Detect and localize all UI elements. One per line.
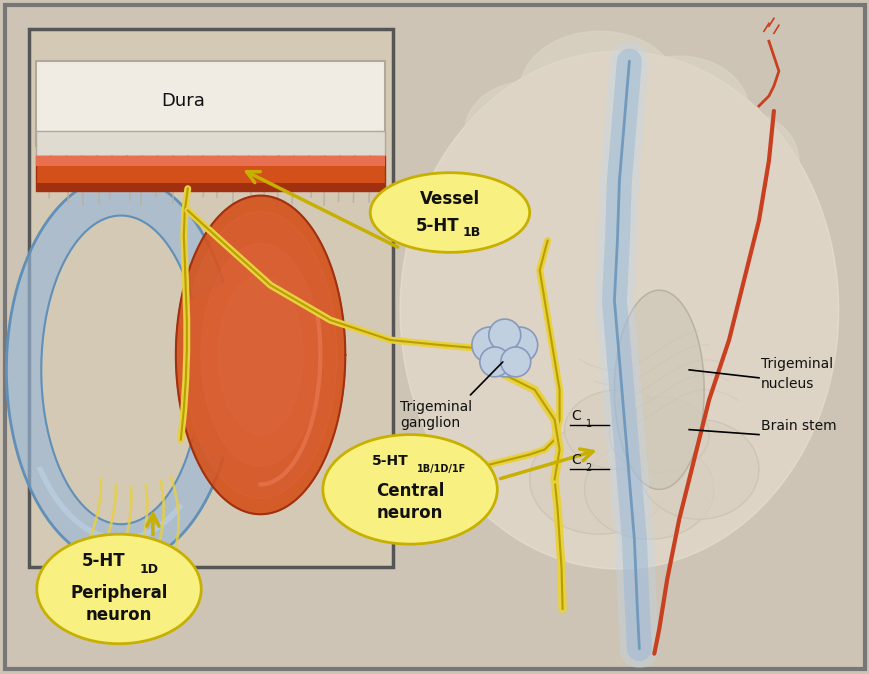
Text: 5-HT: 5-HT — [83, 552, 126, 570]
Text: Trigeminal
ganglion: Trigeminal ganglion — [400, 362, 502, 430]
Text: Vessel: Vessel — [420, 189, 480, 208]
Ellipse shape — [322, 435, 497, 544]
Circle shape — [501, 347, 530, 377]
Text: Central: Central — [375, 483, 444, 500]
Polygon shape — [184, 212, 336, 498]
Text: Dura: Dura — [161, 92, 204, 110]
Ellipse shape — [36, 534, 201, 644]
Polygon shape — [584, 439, 713, 539]
FancyBboxPatch shape — [5, 5, 864, 669]
Text: Peripheral: Peripheral — [70, 584, 168, 602]
Circle shape — [471, 327, 507, 363]
FancyBboxPatch shape — [10, 9, 859, 665]
Polygon shape — [609, 56, 748, 166]
Circle shape — [488, 319, 521, 351]
Polygon shape — [218, 275, 302, 435]
Text: neuron: neuron — [86, 606, 152, 624]
Polygon shape — [639, 420, 758, 519]
Text: 5-HT: 5-HT — [371, 454, 408, 468]
Text: neuron: neuron — [376, 504, 443, 522]
Polygon shape — [679, 111, 798, 210]
Polygon shape — [564, 390, 673, 470]
Polygon shape — [519, 31, 679, 151]
Polygon shape — [464, 81, 594, 181]
Polygon shape — [201, 243, 320, 466]
Circle shape — [501, 327, 537, 363]
Text: Brain stem: Brain stem — [760, 419, 836, 433]
FancyBboxPatch shape — [36, 183, 385, 191]
Text: 1B: 1B — [462, 226, 481, 239]
Text: 5-HT: 5-HT — [415, 218, 460, 235]
Text: C: C — [571, 454, 580, 468]
Polygon shape — [6, 176, 222, 564]
Text: 2: 2 — [585, 464, 591, 473]
FancyBboxPatch shape — [30, 29, 393, 567]
FancyBboxPatch shape — [36, 61, 385, 146]
Polygon shape — [400, 51, 838, 569]
Polygon shape — [529, 425, 668, 534]
Polygon shape — [176, 195, 345, 514]
Ellipse shape — [370, 173, 529, 252]
FancyBboxPatch shape — [36, 156, 385, 191]
Polygon shape — [614, 290, 703, 489]
Circle shape — [482, 333, 526, 377]
Text: 1: 1 — [585, 419, 591, 429]
FancyBboxPatch shape — [36, 131, 385, 156]
Circle shape — [480, 347, 509, 377]
Text: nucleus: nucleus — [760, 377, 813, 391]
Text: C: C — [571, 408, 580, 423]
Text: 1D: 1D — [139, 563, 158, 576]
FancyBboxPatch shape — [36, 156, 385, 166]
Polygon shape — [609, 397, 708, 472]
Text: Trigeminal: Trigeminal — [760, 357, 833, 371]
Text: 1B/1D/1F: 1B/1D/1F — [417, 464, 466, 474]
